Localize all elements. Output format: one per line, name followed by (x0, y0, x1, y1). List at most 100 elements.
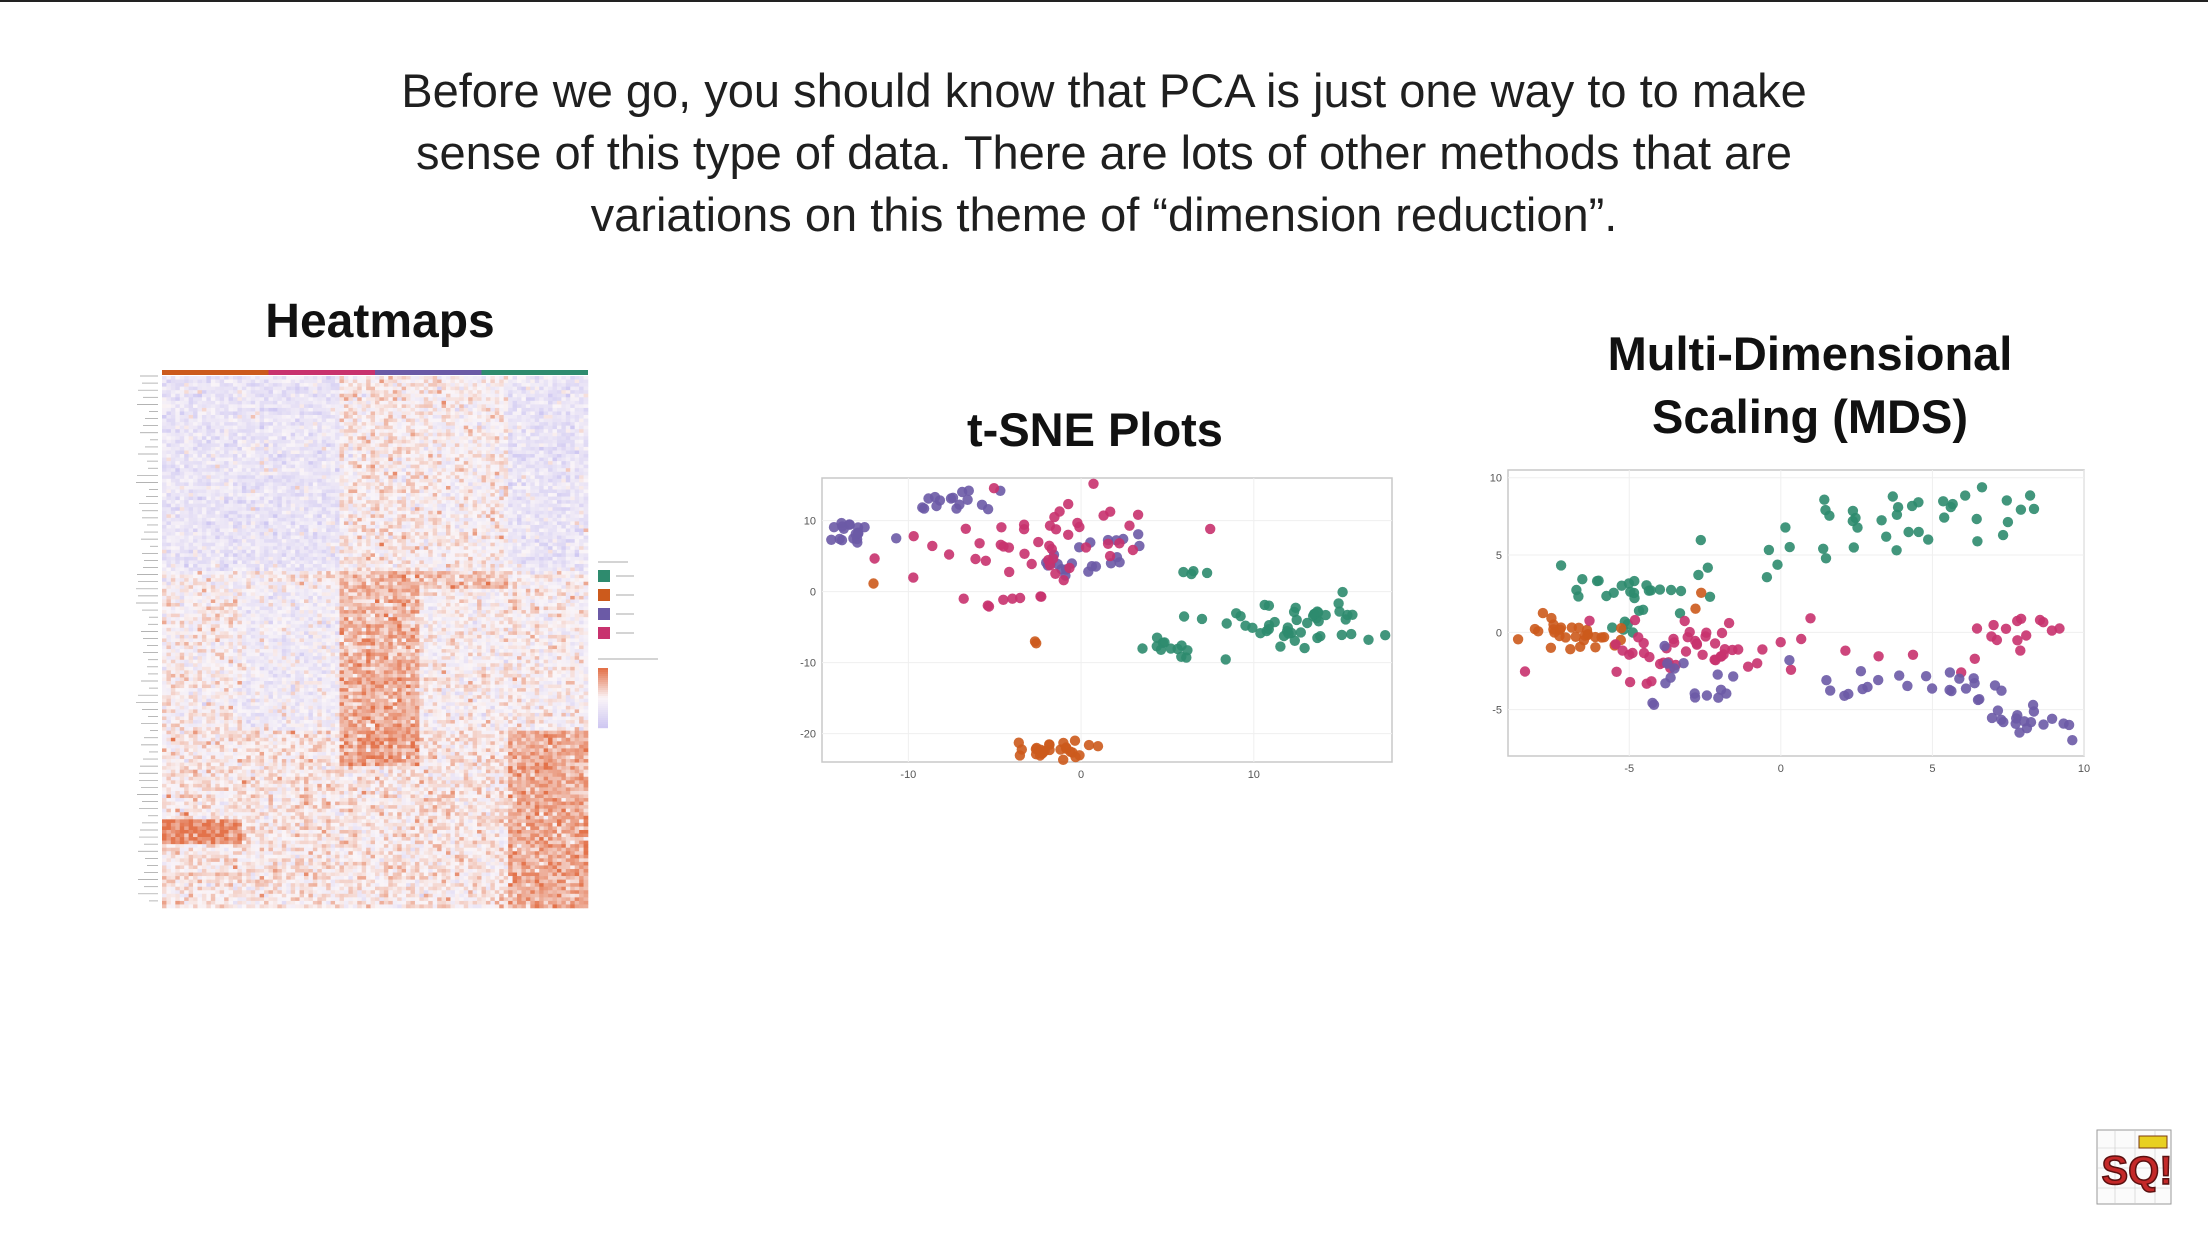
heatmap-cell (446, 422, 451, 426)
heatmap-cell (384, 404, 389, 408)
heatmap-cell (566, 415, 571, 419)
heatmap-cell (561, 422, 566, 426)
heatmap-cell (526, 383, 531, 387)
heatmap-cell (304, 415, 309, 419)
heatmap-cell (490, 479, 495, 483)
heatmap-cell (517, 493, 522, 497)
heatmap-cell (362, 450, 367, 454)
heatmap-cell (251, 468, 256, 472)
heatmap-cell (388, 408, 393, 412)
heatmap-cell (331, 518, 336, 522)
heatmap-cell (495, 514, 500, 518)
heatmap-cell (482, 440, 487, 444)
heatmap-cell (393, 507, 398, 511)
heatmap-cell (326, 461, 331, 465)
heatmap-cell (415, 450, 420, 454)
heatmap-cell (379, 521, 384, 525)
heatmap-cell (308, 493, 313, 497)
heatmap-cell (277, 397, 282, 401)
heatmap-cell (220, 390, 225, 394)
heatmap-cell (468, 553, 473, 557)
heatmap-cell (553, 415, 558, 419)
heatmap-cell (335, 408, 340, 412)
heatmap-cell (353, 380, 358, 384)
heatmap-cell (384, 486, 389, 490)
heatmap-cell (171, 493, 176, 497)
heatmap-cell (379, 486, 384, 490)
heatmap-cell (282, 461, 287, 465)
heatmap-cell (175, 383, 180, 387)
heatmap-cell (344, 461, 349, 465)
heatmap-cell (526, 465, 531, 469)
heatmap-cell (446, 440, 451, 444)
heatmap-cell (304, 436, 309, 440)
heatmap-cell (575, 497, 580, 501)
heatmap-cell (220, 411, 225, 415)
heatmap-cell (570, 468, 575, 472)
heatmap-cell (490, 486, 495, 490)
heatmap-cell (486, 468, 491, 472)
heatmap-cell (490, 404, 495, 408)
heatmap-cell (482, 380, 487, 384)
heatmap-cell (366, 380, 371, 384)
heatmap-cell (357, 443, 362, 447)
heatmap-cell (215, 387, 220, 391)
heatmap-cell (171, 440, 176, 444)
heatmap-cell (446, 507, 451, 511)
heatmap-cell (428, 500, 433, 504)
heatmap-cell (291, 419, 296, 423)
heatmap-cell (335, 376, 340, 380)
heatmap-cell (322, 550, 327, 554)
heatmap-cell (189, 493, 194, 497)
heatmap-cell (539, 376, 544, 380)
heatmap-cell (246, 493, 251, 497)
heatmap-cell (308, 397, 313, 401)
heatmap-cell (450, 507, 455, 511)
heatmap-cell (300, 514, 305, 518)
heatmap-cell (291, 397, 296, 401)
heatmap-cell (202, 521, 207, 525)
heatmap-cell (246, 426, 251, 430)
heatmap-cell (548, 387, 553, 391)
heatmap-cell (566, 376, 571, 380)
heatmap-cell (468, 436, 473, 440)
heatmap-cell (229, 422, 234, 426)
heatmap-cell (198, 419, 203, 423)
heatmap-cell (286, 426, 291, 430)
heatmap-cell (397, 497, 402, 501)
heatmap-cell (366, 433, 371, 437)
heatmap-cell (317, 479, 322, 483)
heatmap-cell (513, 461, 518, 465)
heatmap-cell (424, 532, 429, 536)
heatmap-cell (304, 493, 309, 497)
heatmap-cell (300, 447, 305, 451)
heatmap-cell (411, 390, 416, 394)
heatmap-cell (508, 443, 513, 447)
heatmap-cell (575, 518, 580, 522)
heatmap-cell (539, 465, 544, 469)
heatmap-cell (189, 504, 194, 508)
heatmap-cell (189, 408, 194, 412)
heatmap-cell (504, 419, 509, 423)
heatmap-cell (570, 397, 575, 401)
heatmap-cell (344, 447, 349, 451)
heatmap-cell (521, 383, 526, 387)
heatmap-cell (486, 514, 491, 518)
heatmap-cell (419, 458, 424, 462)
heatmap-cell (211, 380, 216, 384)
heatmap-cell (166, 504, 171, 508)
heatmap-cell (171, 514, 176, 518)
heatmap-cell (450, 479, 455, 483)
heatmap-cell (530, 422, 535, 426)
heatmap-cell (282, 411, 287, 415)
heatmap-cell (162, 497, 167, 501)
heatmap-cell (526, 419, 531, 423)
heatmap-cell (344, 422, 349, 426)
heatmap-cell (286, 411, 291, 415)
heatmap-cell (446, 408, 451, 412)
heatmap-cell (468, 518, 473, 522)
heatmap-cell (473, 419, 478, 423)
heatmap-cell (433, 450, 438, 454)
heatmap-cell (433, 489, 438, 493)
heatmap-cell (442, 376, 447, 380)
